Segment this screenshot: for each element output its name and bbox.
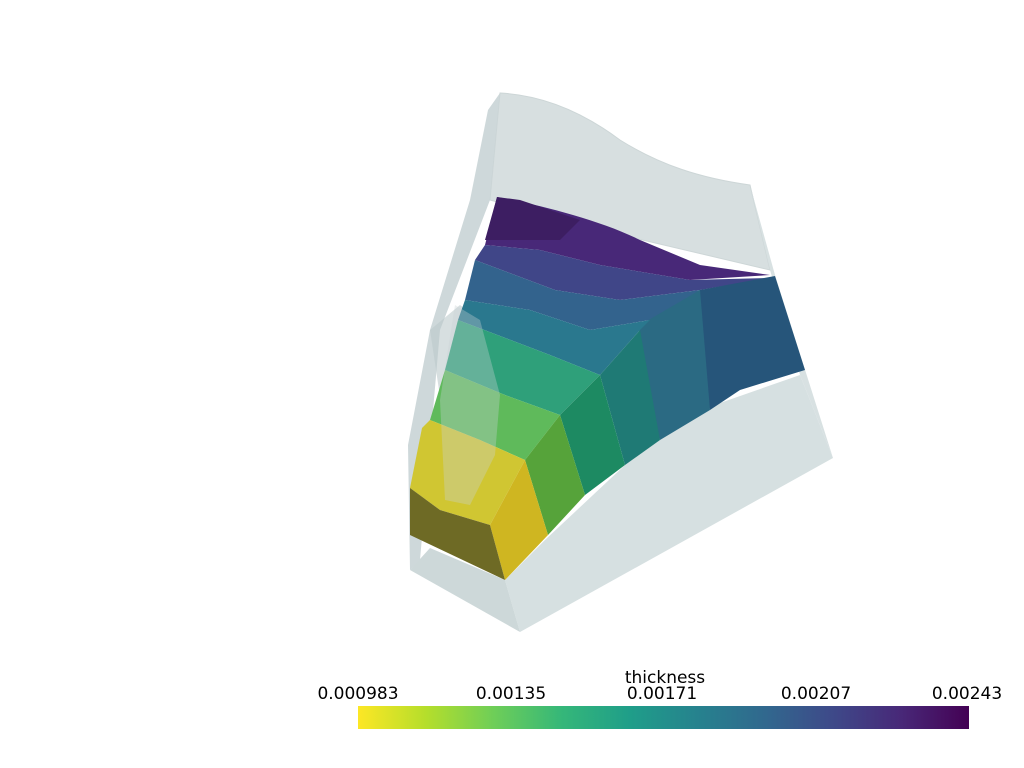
mesh-band-5 [445,320,600,415]
mesh-band-2 [475,245,770,300]
shell-top-surface [489,92,771,271]
mesh-right-tail-2 [635,290,710,440]
mesh-band-7-side [490,460,548,580]
shell-bottom-surface [505,375,833,632]
colorbar: thickness 0.000983 0.00135 0.00171 0.002… [300,668,1020,738]
mesh-band-7 [410,420,525,525]
mesh-right-tail [690,276,805,410]
colorbar-tick-label: 0.00135 [475,684,547,704]
mesh-front-face [410,488,505,580]
colorbar-tick-label: 0.00207 [780,684,852,704]
mesh-render[interactable] [0,0,1024,660]
colorbar-gradient [358,706,969,729]
thickness-mesh [410,197,805,580]
colorbar-title: thickness [624,668,706,688]
mesh-band-3 [465,260,775,330]
mesh-band-5-side [560,375,625,495]
mesh-band-6 [430,370,560,460]
mesh-band-6-side [525,415,585,535]
colorbar-tick-label: 0.000983 [317,684,399,704]
shell-front-base [410,548,520,632]
mesh-overlay-fold [440,305,500,505]
colorbar-ticks: 0.000983 0.00135 0.00171 0.00207 0.00243 [300,684,1020,706]
mesh-band-4-side [600,330,660,465]
shell-left-surface [408,93,500,570]
colorbar-tick-label: 0.00243 [931,684,1003,704]
colorbar-tick-label: 0.00171 [626,684,698,704]
mesh-band-1-shade [485,197,580,240]
mesh-band-4 [458,300,650,375]
